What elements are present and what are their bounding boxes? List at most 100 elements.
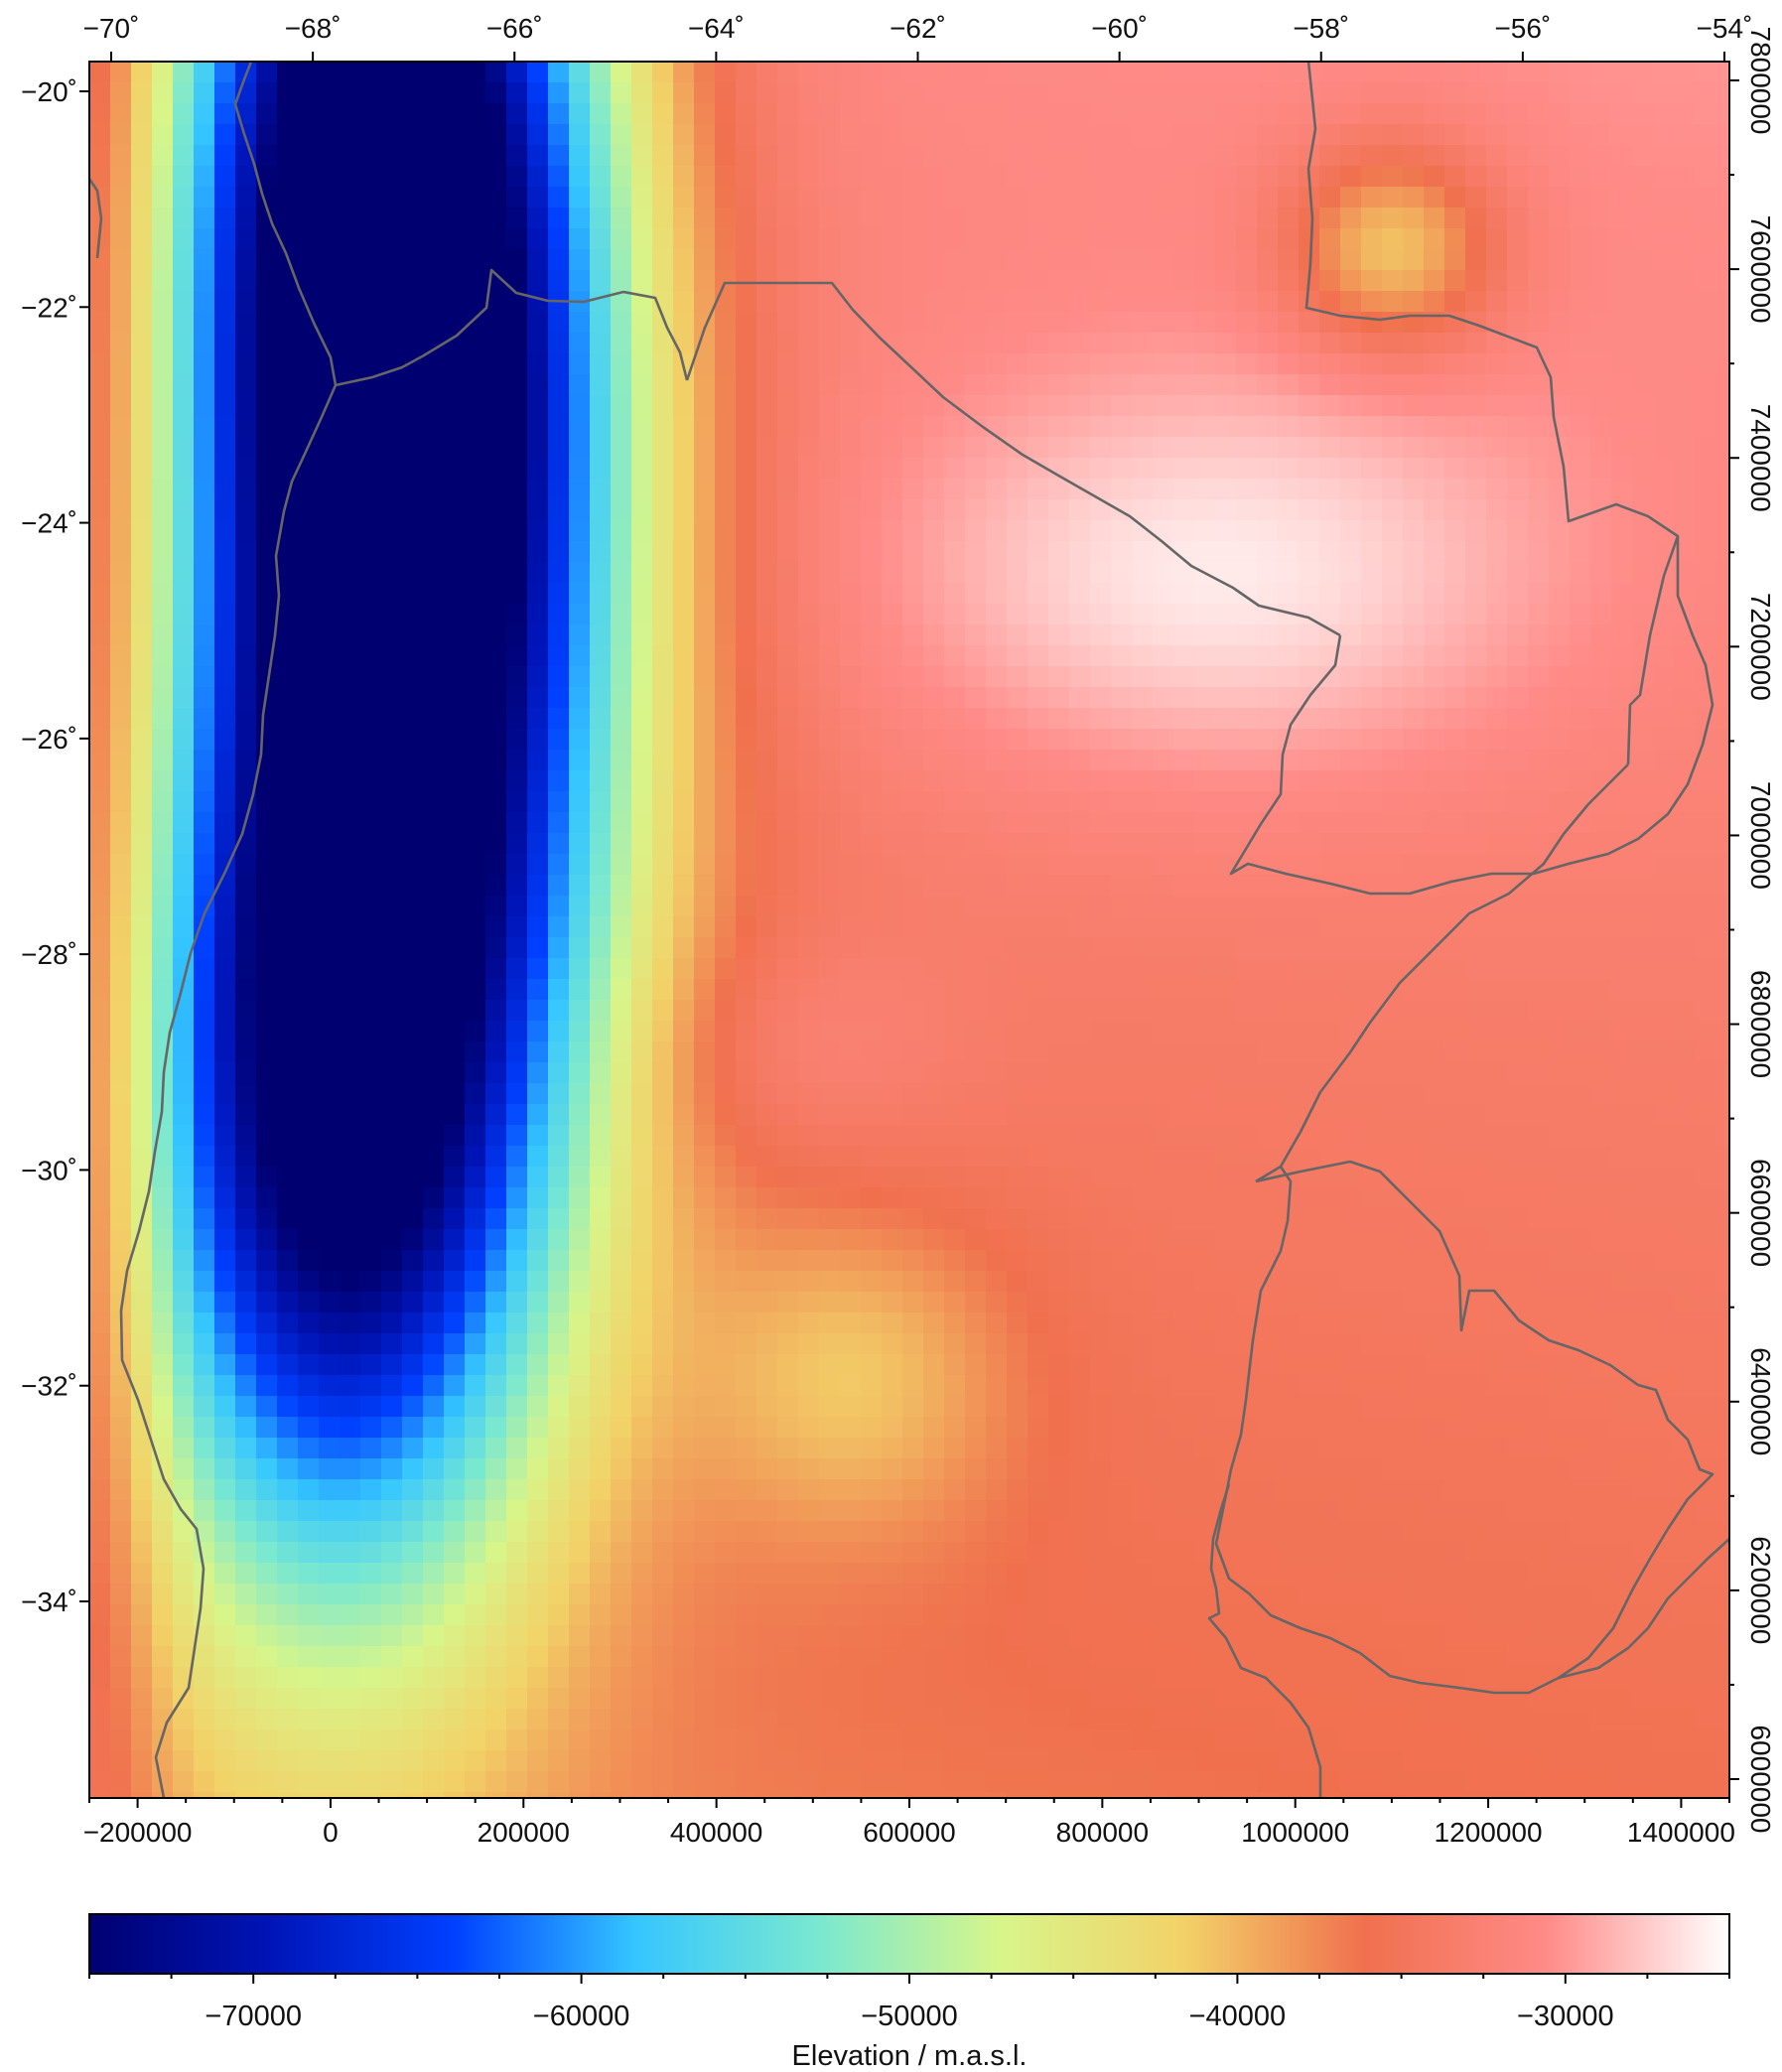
heatmap-cell — [152, 458, 174, 480]
heatmap-cell — [611, 791, 632, 813]
heatmap-cell — [1340, 166, 1362, 188]
heatmap-cell — [986, 1125, 1008, 1147]
heatmap-cell — [1403, 1229, 1425, 1251]
heatmap-cell — [1549, 854, 1571, 876]
heatmap-cell — [340, 1292, 361, 1313]
heatmap-cell — [1653, 1312, 1675, 1334]
heatmap-cell — [402, 583, 424, 605]
heatmap-cell — [1319, 833, 1341, 855]
heatmap-cell — [861, 812, 883, 834]
heatmap-cell — [1257, 1312, 1279, 1334]
heatmap-cell — [360, 333, 382, 354]
heatmap-cell — [319, 666, 341, 688]
heatmap-cell — [1319, 1104, 1341, 1126]
heatmap-cell — [1028, 562, 1049, 584]
heatmap-cell — [194, 1271, 215, 1293]
heatmap-cell — [444, 1167, 466, 1188]
heatmap-cell — [402, 207, 424, 229]
heatmap-cell — [423, 645, 445, 667]
heatmap-cell — [89, 270, 111, 292]
heatmap-cell — [319, 937, 341, 959]
heatmap-cell — [902, 62, 924, 83]
heatmap-cell — [1674, 541, 1696, 563]
heatmap-cell — [485, 1354, 507, 1376]
heatmap-cell — [923, 729, 945, 751]
heatmap-cell — [1153, 1333, 1174, 1355]
heatmap-cell — [1528, 666, 1550, 688]
heatmap-cell — [548, 708, 570, 730]
heatmap-cell — [131, 103, 153, 125]
heatmap-cell — [1215, 82, 1237, 104]
heatmap-cell — [277, 1333, 299, 1355]
heatmap-cell — [1132, 124, 1154, 146]
heatmap-cell — [1090, 750, 1112, 771]
heatmap-cell — [1319, 562, 1341, 584]
heatmap-cell — [756, 1000, 778, 1022]
heatmap-cell — [611, 1125, 632, 1147]
heatmap-cell — [194, 854, 215, 876]
heatmap-cell — [1361, 499, 1383, 521]
heatmap-cell — [1215, 687, 1237, 709]
heatmap-cell — [694, 270, 716, 292]
heatmap-cell — [173, 1167, 195, 1188]
heatmap-cell — [611, 187, 632, 208]
heatmap-cell — [756, 249, 778, 271]
heatmap-cell — [1507, 1000, 1529, 1022]
heatmap-cell — [986, 729, 1008, 751]
heatmap-cell — [1236, 374, 1258, 396]
heatmap-cell — [611, 583, 632, 605]
heatmap-cell — [89, 645, 111, 667]
heatmap-cell — [923, 437, 945, 459]
heatmap-cell — [1715, 291, 1729, 313]
heatmap-cell — [1048, 896, 1070, 917]
heatmap-cell — [756, 1167, 778, 1188]
heatmap-cell — [444, 937, 466, 959]
heatmap-cell — [1299, 1208, 1320, 1230]
heatmap-cell — [381, 1104, 403, 1126]
heatmap-cell — [194, 1292, 215, 1313]
heatmap-cell — [319, 62, 341, 83]
heatmap-cell — [527, 353, 549, 375]
heatmap-cell — [110, 645, 132, 667]
heatmap-cell — [652, 666, 674, 688]
heatmap-cell — [465, 1292, 486, 1313]
heatmap-cell — [465, 1250, 486, 1272]
heatmap-cell — [798, 854, 820, 876]
heatmap-cell — [1695, 416, 1716, 438]
heatmap-cell — [1173, 791, 1195, 813]
heatmap-cell — [1611, 583, 1633, 605]
heatmap-cell — [423, 1354, 445, 1376]
heatmap-cell — [89, 1062, 111, 1084]
heatmap-cell — [423, 666, 445, 688]
heatmap-cell — [485, 1312, 507, 1334]
heatmap-cell — [986, 562, 1008, 584]
heatmap-cell — [1653, 291, 1675, 313]
heatmap-cell — [152, 1146, 174, 1168]
heatmap-cell — [1611, 458, 1633, 480]
heatmap-cell — [152, 1312, 174, 1334]
heatmap-cell — [1528, 791, 1550, 813]
heatmap-cell — [1611, 937, 1633, 959]
heatmap-cell — [590, 896, 612, 917]
heatmap-cell — [902, 1167, 924, 1188]
heatmap-cell — [1695, 1125, 1716, 1147]
heatmap-cell — [1424, 228, 1445, 250]
heatmap-cell — [235, 687, 257, 709]
heatmap-cell — [673, 958, 695, 980]
heatmap-cell — [381, 1375, 403, 1397]
heatmap-cell — [1340, 145, 1362, 167]
heatmap-cell — [1236, 729, 1258, 751]
heatmap-cell — [1382, 666, 1404, 688]
heatmap-cell — [736, 207, 757, 229]
heatmap-cell — [631, 770, 653, 792]
heatmap-cell — [944, 645, 966, 667]
heatmap-cell — [465, 166, 486, 188]
heatmap-cell — [590, 916, 612, 938]
heatmap-cell — [1674, 562, 1696, 584]
heatmap-cell — [1382, 583, 1404, 605]
heatmap-cell — [631, 708, 653, 730]
heatmap-cell — [1215, 270, 1237, 292]
heatmap-cell — [652, 1187, 674, 1209]
heatmap-cell — [1028, 187, 1049, 208]
heatmap-cell — [1194, 395, 1216, 417]
